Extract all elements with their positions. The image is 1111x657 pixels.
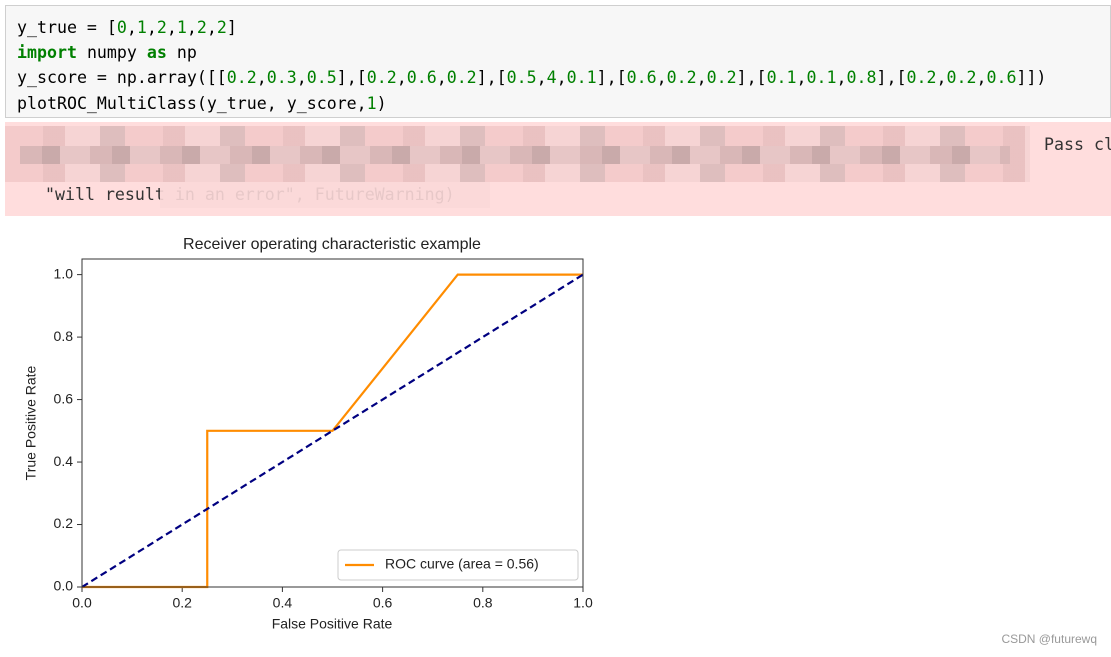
y-tick-label: 0.2 [54,515,74,531]
x-tick-label: 0.6 [373,595,393,611]
y-axis-label: True Positive Rate [23,365,39,480]
x-tick-label: 0.4 [273,595,293,611]
y-tick-label: 0.0 [54,578,74,594]
blur [160,182,490,208]
legend-label: ROC curve (area = 0.56) [385,556,539,572]
y-tick-label: 0.6 [54,390,74,406]
code-cell: y_true = [0,1,2,1,2,2] import numpy as n… [5,5,1111,118]
x-tick-label: 0.8 [473,595,493,611]
warning-text: Pass cl [1044,135,1111,154]
blur [20,146,1010,164]
code-line: y_score = np.array([[0.2,0.3,0.5],[0.2,0… [17,68,1047,87]
y-tick-label: 0.8 [54,328,74,344]
chart-title: Receiver operating characteristic exampl… [183,236,481,253]
x-tick-label: 0.0 [72,595,92,611]
watermark: CSDN @futurewq [1001,632,1097,646]
x-tick-label: 1.0 [573,595,593,611]
axes-frame [81,258,584,588]
code-line: import numpy as np [17,43,197,62]
code-line: plotROC_MultiClass(y_true, y_score,1) [17,94,387,113]
y-tick-label: 0.4 [54,453,74,469]
y-tick-label: 1.0 [54,265,74,281]
x-tick-label: 0.2 [172,595,192,611]
chart: Receiver operating characteristic exampl… [23,236,593,632]
warning-output: Pass cl "will result in an error", Futur… [5,122,1111,216]
code-line: y_true = [0,1,2,1,2,2] [17,18,237,37]
x-axis-label: False Positive Rate [272,616,393,632]
legend-box [337,549,579,581]
